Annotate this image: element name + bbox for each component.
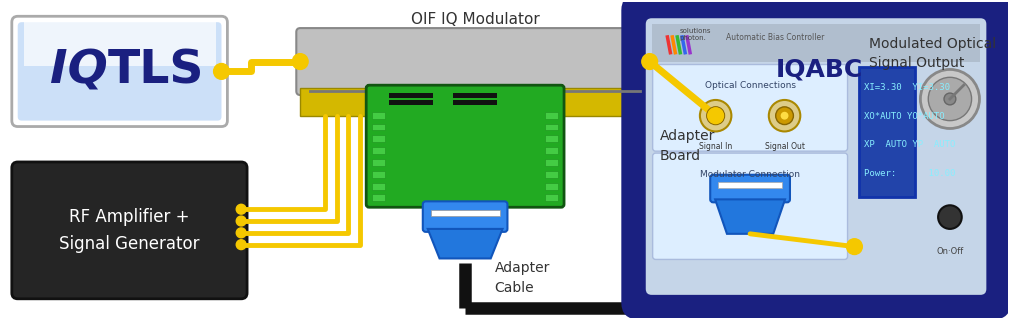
Bar	[389, 100, 433, 105]
FancyBboxPatch shape	[624, 0, 1008, 316]
Circle shape	[938, 205, 962, 229]
Bar	[546, 159, 558, 166]
Text: Modulated Optical
Signal Output: Modulated Optical Signal Output	[869, 37, 996, 70]
Polygon shape	[428, 229, 503, 259]
Text: IQ: IQ	[50, 49, 108, 94]
Circle shape	[707, 107, 725, 124]
Text: XO*AUTO YO*AUTO: XO*AUTO YO*AUTO	[864, 112, 945, 121]
Bar	[546, 147, 558, 154]
FancyBboxPatch shape	[652, 65, 848, 151]
Bar	[718, 182, 782, 188]
Bar	[372, 112, 385, 119]
FancyBboxPatch shape	[296, 28, 653, 95]
Bar	[546, 124, 558, 131]
Bar	[372, 183, 385, 189]
Circle shape	[708, 108, 724, 124]
Text: solutions: solutions	[679, 28, 711, 34]
Text: Automatic Bias Controller: Automatic Bias Controller	[726, 33, 825, 42]
Text: Modulator Connection: Modulator Connection	[700, 170, 800, 179]
Circle shape	[699, 100, 731, 132]
Circle shape	[642, 54, 657, 69]
FancyBboxPatch shape	[711, 175, 790, 202]
Bar	[372, 171, 385, 178]
Bar	[453, 93, 497, 98]
Bar	[651, 24, 980, 61]
Circle shape	[237, 216, 246, 226]
Text: photon.: photon.	[679, 35, 707, 41]
Bar	[372, 124, 385, 131]
Bar	[546, 171, 558, 178]
Circle shape	[776, 107, 794, 124]
Text: XP  AUTO YP  AUTO: XP AUTO YP AUTO	[864, 140, 955, 149]
Bar	[389, 93, 433, 98]
Circle shape	[214, 64, 229, 79]
Bar	[546, 112, 558, 119]
Polygon shape	[715, 199, 785, 234]
Bar	[546, 135, 558, 142]
Text: Signal In: Signal In	[699, 142, 732, 151]
Circle shape	[237, 240, 246, 250]
FancyBboxPatch shape	[367, 85, 564, 207]
FancyBboxPatch shape	[423, 201, 508, 232]
FancyBboxPatch shape	[17, 22, 221, 121]
Text: RF Amplifier +
Signal Generator: RF Amplifier + Signal Generator	[59, 208, 200, 252]
FancyBboxPatch shape	[646, 18, 986, 295]
Bar	[453, 100, 497, 105]
Text: TLS: TLS	[108, 49, 205, 94]
FancyBboxPatch shape	[12, 16, 227, 126]
Bar	[372, 135, 385, 142]
Text: Power:      10.00: Power: 10.00	[864, 169, 955, 178]
Circle shape	[237, 228, 246, 238]
Circle shape	[944, 93, 955, 105]
Circle shape	[712, 112, 720, 120]
Circle shape	[847, 239, 862, 254]
Bar	[546, 195, 558, 201]
Bar	[431, 210, 500, 216]
Bar	[24, 21, 216, 67]
Circle shape	[293, 54, 308, 69]
Bar	[372, 159, 385, 166]
Bar	[372, 195, 385, 201]
Circle shape	[769, 100, 801, 132]
Circle shape	[921, 69, 980, 129]
Bar	[372, 147, 385, 154]
Circle shape	[929, 77, 972, 121]
Bar	[300, 88, 649, 116]
FancyBboxPatch shape	[652, 153, 848, 260]
Text: Adapter
Cable: Adapter Cable	[495, 261, 550, 295]
Text: XI=3.30  YI=3.30: XI=3.30 YI=3.30	[864, 83, 950, 92]
FancyBboxPatch shape	[12, 162, 247, 299]
Circle shape	[237, 204, 246, 214]
Circle shape	[780, 112, 788, 120]
Text: Signal Out: Signal Out	[765, 142, 805, 151]
Text: On·Off: On·Off	[936, 247, 964, 256]
Text: Adapter
Board: Adapter Board	[659, 130, 715, 163]
Bar	[546, 183, 558, 189]
Text: Optical Connections: Optical Connections	[705, 81, 796, 90]
Text: OIF IQ Modulator: OIF IQ Modulator	[411, 12, 540, 27]
Text: IQABC: IQABC	[776, 58, 863, 82]
Bar	[859, 68, 915, 197]
